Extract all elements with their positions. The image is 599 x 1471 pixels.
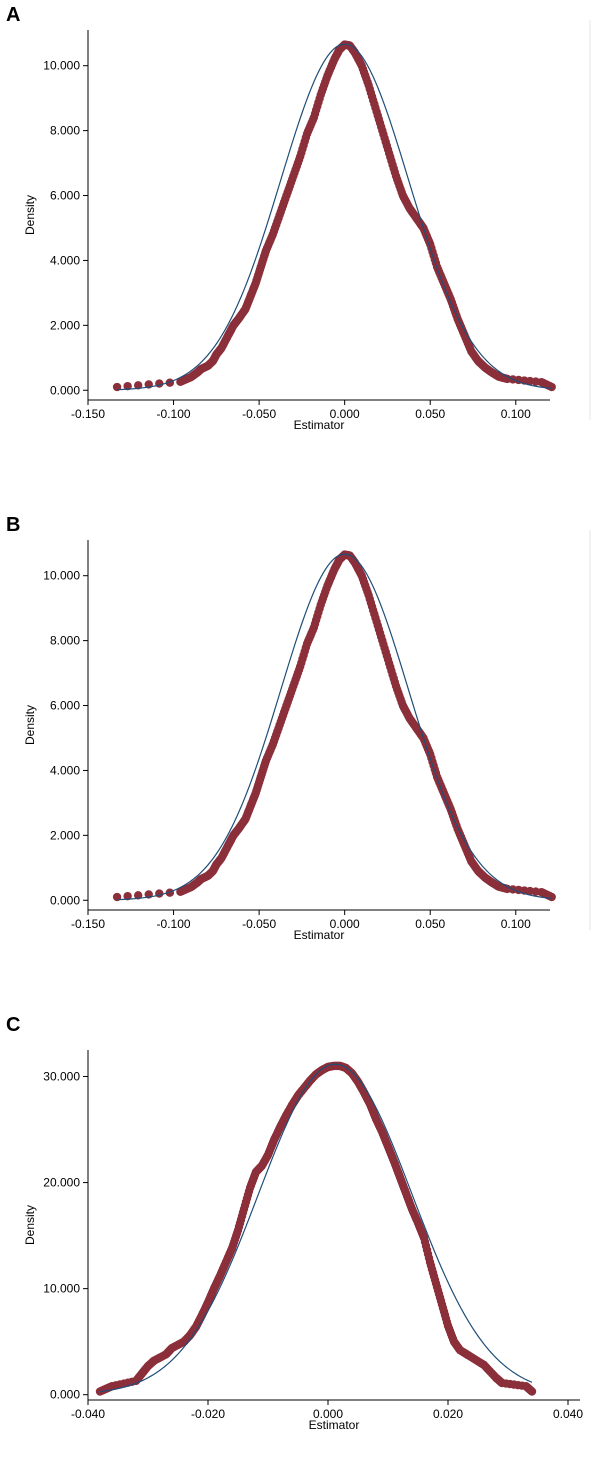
density-point [526, 1386, 536, 1395]
density-point [133, 381, 143, 390]
density-point [274, 214, 283, 223]
y-tick-label: 6.000 [50, 189, 80, 203]
x-tick-label: -0.040 [71, 1407, 105, 1421]
x-axis-title: Estimator [309, 1418, 360, 1432]
y-axis-title: Density [23, 195, 37, 235]
chart-b-svg: 0.000 2.000 4.000 6.000 8.000 10.000 -0.150 -0.… [23, 530, 591, 942]
y-axis-title: Density [23, 1205, 37, 1245]
y-tick-label: 4.000 [50, 763, 80, 777]
density-point [274, 724, 283, 733]
density-point [287, 685, 297, 694]
y-tick-label: 10.000 [43, 569, 80, 583]
y-tick-label: 2.000 [50, 828, 80, 842]
density-point [424, 1253, 434, 1263]
x-tick-label: 0.100 [501, 407, 531, 421]
density-point [436, 1296, 446, 1306]
x-tick-label: -0.100 [157, 407, 191, 421]
density-point [133, 891, 143, 900]
density-point [294, 665, 304, 675]
x-tick-label: 0.050 [415, 917, 445, 931]
y-tick-label: 0.000 [50, 893, 80, 907]
y-tick-label: 0.000 [50, 1388, 80, 1402]
density-point [370, 99, 379, 109]
density-point [418, 1231, 428, 1240]
x-tick-label: -0.050 [242, 917, 276, 931]
density-point [301, 643, 311, 652]
panel-label-a: A [6, 4, 21, 26]
y-tick-label: 20.000 [43, 1176, 80, 1190]
density-point [301, 133, 311, 142]
x-tick-label: -0.020 [191, 1407, 225, 1421]
density-point [363, 77, 372, 87]
density-point [370, 609, 379, 619]
normal-density-curve [117, 43, 552, 391]
density-point [123, 381, 132, 391]
density-point [545, 382, 555, 391]
normal-density-curve [99, 1063, 533, 1393]
x-tick-label: 0.040 [553, 1407, 583, 1421]
density-point [287, 175, 297, 184]
density-point [431, 768, 441, 778]
x-tick-label: 0.000 [330, 917, 360, 931]
y-axis-title: Density [23, 705, 37, 745]
x-tick-label: -0.100 [157, 917, 191, 931]
density-point [383, 655, 393, 664]
normal-density-curve [117, 553, 552, 901]
chart-panel-c: C 0.000 10.000 20.000 30.000 -0.040 -0.020 0.0… [0, 1010, 599, 1471]
y-tick-label: 6.000 [50, 699, 80, 713]
density-point [376, 632, 386, 642]
y-tick-label: 0.000 [50, 383, 80, 397]
chart-panel-b: B 0.000 2.000 4.000 6.000 8.000 10.000 -0.150 -… [0, 510, 599, 980]
density-point [155, 379, 164, 388]
density-point [531, 377, 540, 386]
density-point [281, 704, 290, 713]
density-point [431, 258, 441, 268]
x-tick-label: 0.020 [433, 1407, 463, 1421]
chart-panel-a: A 0.000 2.000 4.000 6.000 8.000 10.000 -0.150 -… [0, 0, 599, 470]
x-tick-label: -0.150 [71, 407, 105, 421]
y-tick-label: 8.000 [50, 124, 80, 138]
x-axis-title: Estimator [294, 928, 345, 942]
density-point [232, 1229, 242, 1238]
x-tick-label: 0.050 [415, 407, 445, 421]
density-point [294, 155, 304, 165]
chart-c-svg: 0.000 10.000 20.000 30.000 -0.040 -0.020 0.000… [23, 1050, 583, 1432]
density-point [315, 94, 324, 103]
density-point [390, 168, 400, 177]
y-tick-label: 10.000 [43, 1282, 80, 1296]
density-point [281, 194, 290, 203]
density-point [390, 678, 400, 687]
density-point [430, 1275, 440, 1284]
y-tick-label: 2.000 [50, 318, 80, 332]
panel-label-c: C [6, 1014, 21, 1036]
y-tick-label: 4.000 [50, 253, 80, 267]
density-point [315, 604, 324, 613]
density-point [308, 626, 317, 635]
density-point [545, 892, 555, 901]
panel-label-b: B [6, 514, 21, 536]
y-tick-label: 8.000 [50, 634, 80, 648]
density-point [531, 887, 540, 896]
x-tick-label: 0.100 [501, 917, 531, 931]
density-point [155, 889, 164, 898]
x-tick-label: 0.000 [330, 407, 360, 421]
density-point [363, 587, 372, 597]
y-tick-label: 10.000 [43, 59, 80, 73]
x-tick-label: -0.150 [71, 917, 105, 931]
x-tick-label: -0.050 [242, 407, 276, 421]
density-point [238, 1208, 248, 1217]
density-point [376, 122, 386, 132]
y-tick-label: 30.000 [43, 1070, 80, 1084]
density-point [308, 116, 317, 125]
x-tick-label: 0.000 [313, 1407, 343, 1421]
density-point [383, 145, 393, 154]
density-point [123, 891, 132, 901]
chart-a-svg: 0.000 2.000 4.000 6.000 8.000 10.000 -0.150 -0.… [23, 20, 591, 432]
x-axis-title: Estimator [294, 418, 345, 432]
